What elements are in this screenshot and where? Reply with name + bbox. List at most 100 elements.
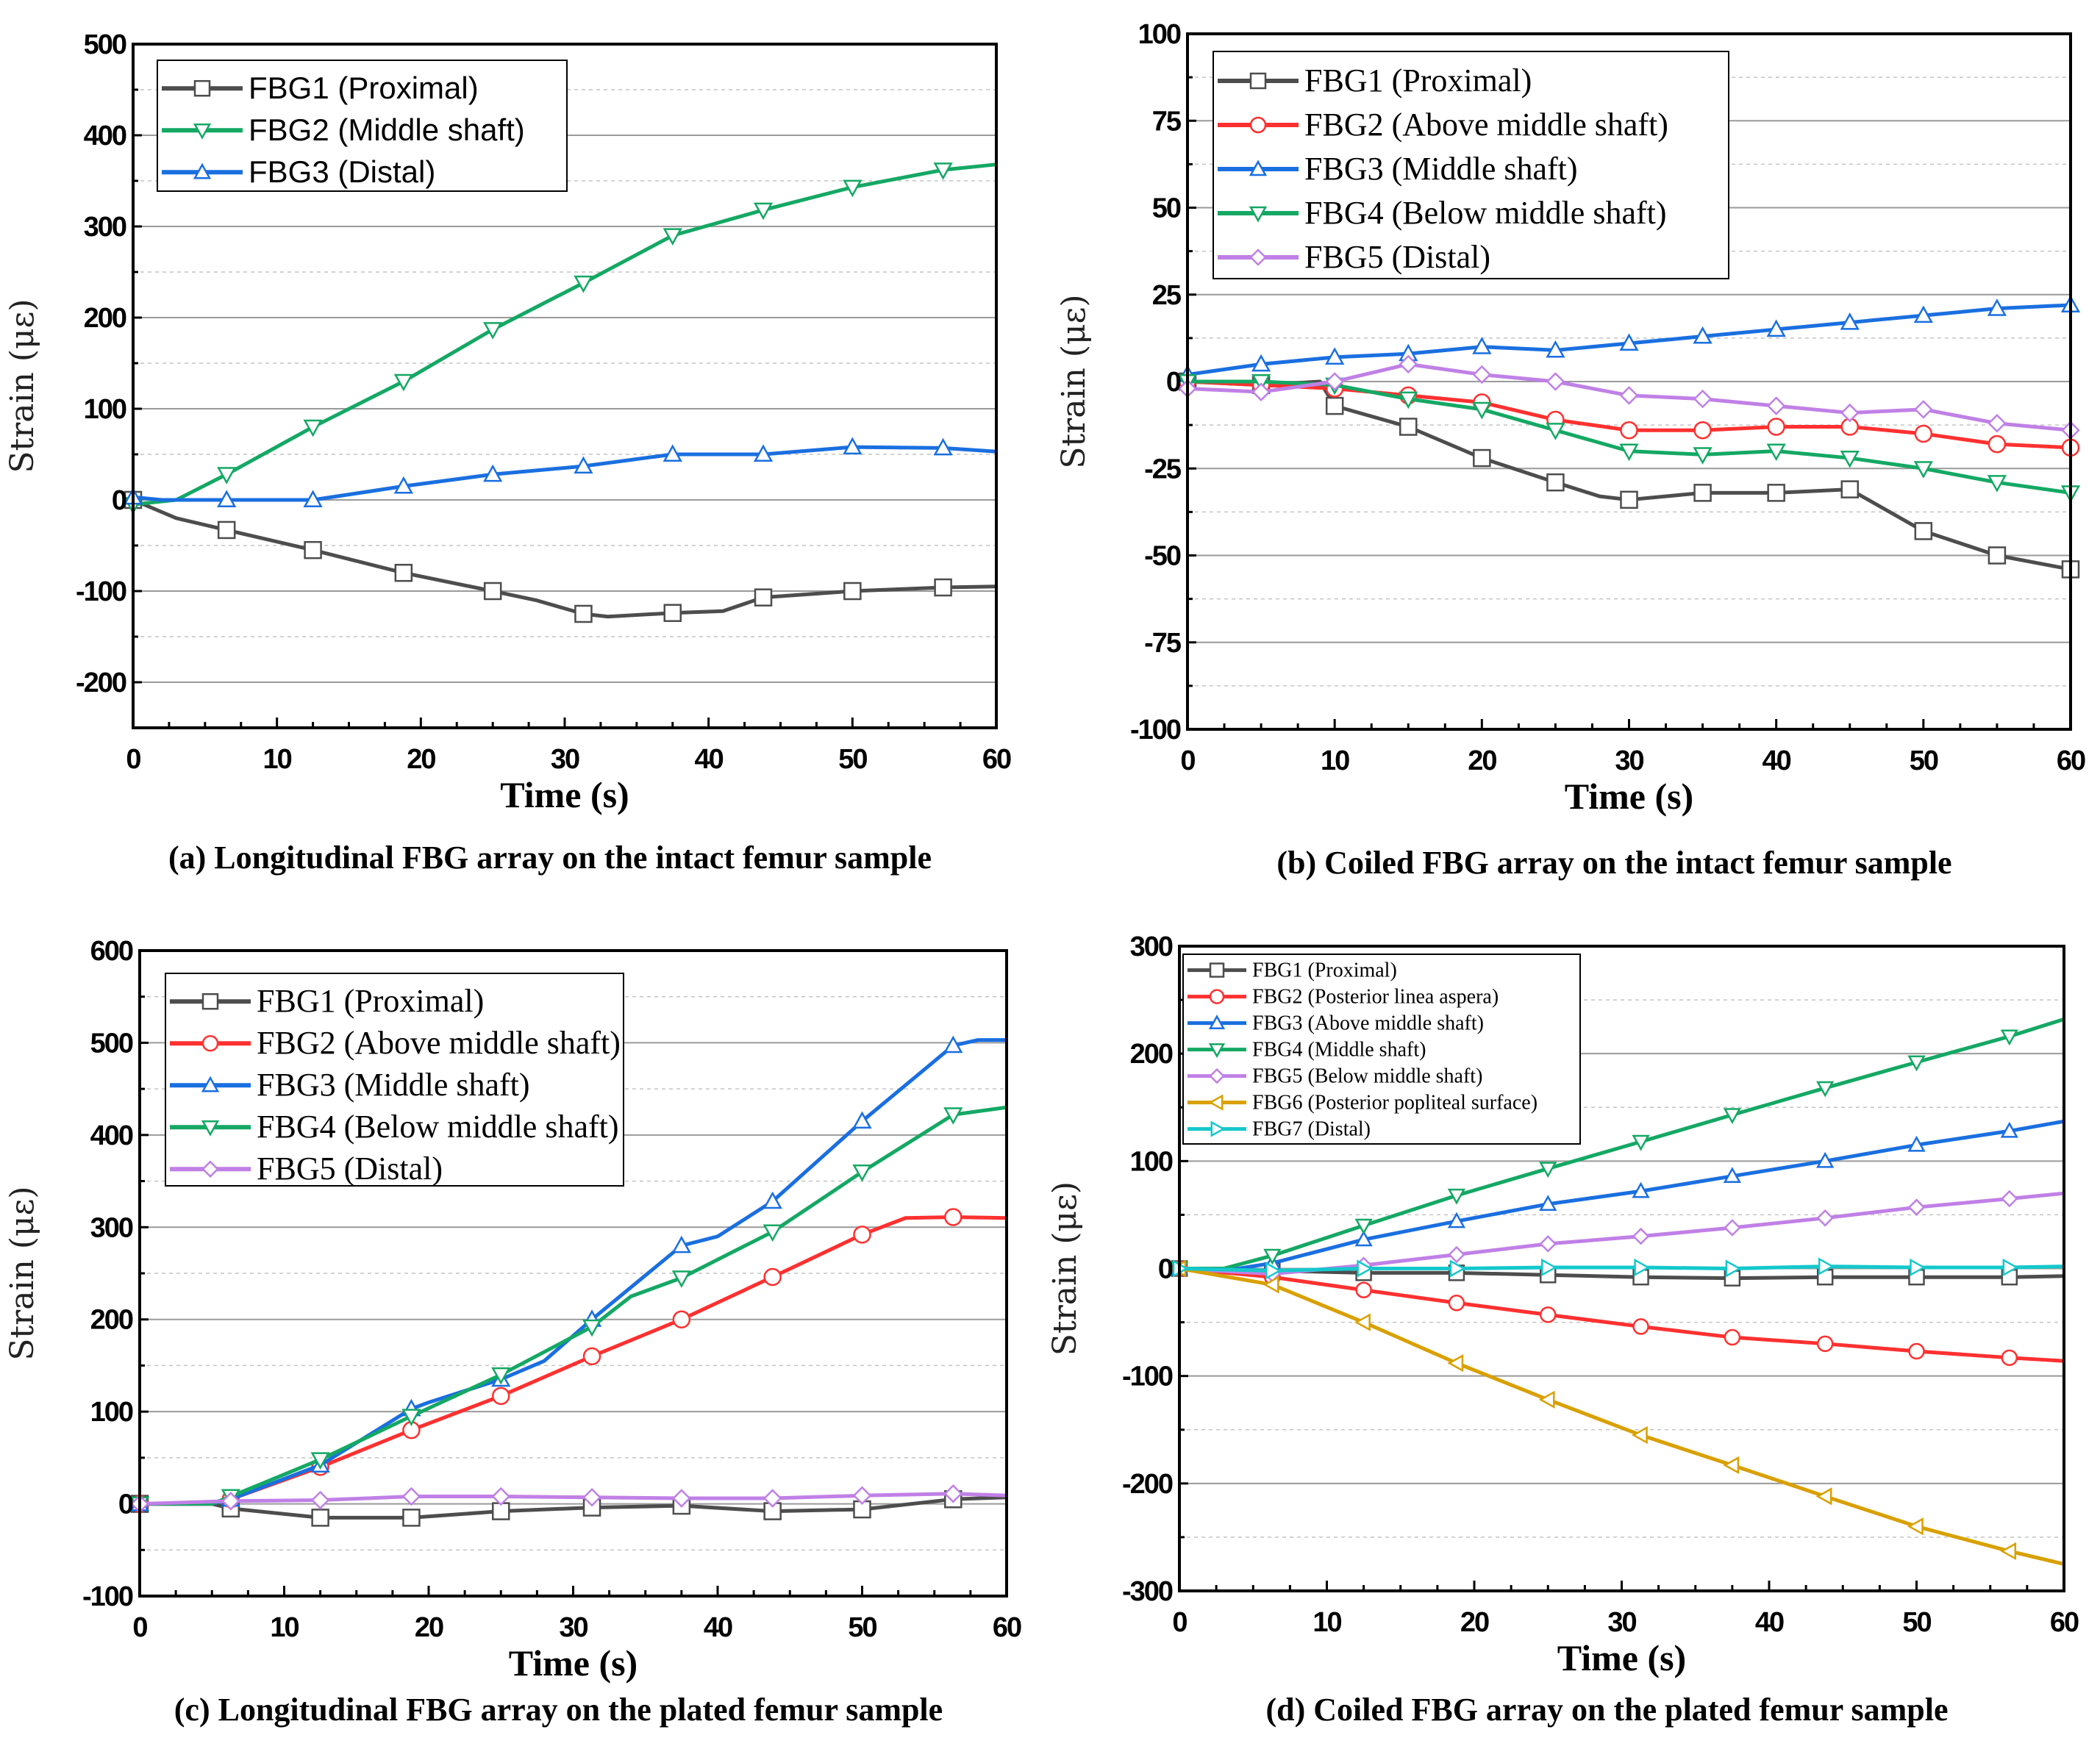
data-point-marker xyxy=(1619,386,1639,405)
series-fbg5 xyxy=(1178,354,2080,440)
data-point-marker xyxy=(1620,421,1638,440)
legend: FBG1 (Proximal) FBG2 (Above middle shaft)… xyxy=(165,973,624,1187)
data-point-marker xyxy=(1619,443,1639,462)
data-point-marker xyxy=(1546,372,1565,391)
data-point-marker xyxy=(662,228,682,246)
legend-marker-icon xyxy=(1209,989,1225,1004)
x-tick-label: 60 xyxy=(2050,1607,2079,1638)
data-point-marker xyxy=(1251,373,1271,392)
data-point-marker xyxy=(1907,1055,1926,1072)
data-point-marker xyxy=(671,1235,691,1253)
data-point-marker xyxy=(1325,347,1345,365)
data-point-marker xyxy=(491,1487,511,1506)
legend-marker-icon xyxy=(1249,206,1268,223)
data-point-marker xyxy=(1913,461,1933,479)
data-point-marker xyxy=(762,1224,782,1242)
x-tick-label: 0 xyxy=(1172,1607,1187,1638)
data-point-marker xyxy=(1816,1335,1834,1353)
data-point-marker xyxy=(1723,1108,1741,1125)
series-fbg5 xyxy=(130,1484,1007,1514)
legend-label: FBG2 (Above middle shaft) xyxy=(257,1025,621,1061)
legend-label: FBG4 (Below middle shaft) xyxy=(1304,195,1667,231)
data-point-marker xyxy=(1914,400,1933,419)
y-tick-label: 25 xyxy=(1152,280,1182,311)
data-point-marker xyxy=(1987,475,2007,493)
data-point-marker xyxy=(1816,1209,1834,1227)
legend-item: FBG4 (Below middle shaft) xyxy=(170,1109,619,1145)
data-point-marker xyxy=(943,1035,963,1054)
legend-marker-icon xyxy=(193,162,212,179)
series-fbg1 xyxy=(124,490,997,623)
y-tick-label: 300 xyxy=(84,212,126,243)
plot-frame xyxy=(1186,32,2072,731)
data-point-marker xyxy=(221,1492,240,1511)
x-tick-label: 50 xyxy=(1902,1607,1931,1638)
data-point-marker xyxy=(1354,1313,1371,1331)
x-tick-label: 20 xyxy=(1460,1607,1489,1638)
legend-item: FBG2 (Posterior linea aspera) xyxy=(1188,986,1499,1009)
data-point-marker xyxy=(672,1489,691,1508)
x-tick-label: 40 xyxy=(704,1612,732,1643)
data-point-marker xyxy=(1540,1306,1557,1323)
data-point-marker xyxy=(753,444,774,462)
plot-frame xyxy=(138,949,1008,1598)
y-tick-label: -100 xyxy=(1130,715,1181,745)
data-point-marker xyxy=(1723,1456,1740,1475)
data-point-marker xyxy=(663,604,682,623)
legend-item: FBG4 (Middle shaft) xyxy=(1188,1039,1426,1062)
data-point-marker xyxy=(1546,340,1565,358)
plot-frame xyxy=(132,43,998,729)
legend-label: FBG3 (Above middle shaft) xyxy=(1252,1012,1484,1035)
data-point-marker xyxy=(401,1409,421,1426)
y-axis-title: Strain (με) xyxy=(1046,1181,1084,1356)
data-point-marker xyxy=(491,1367,511,1385)
data-point-marker xyxy=(1447,1212,1466,1228)
legend-item: FBG3 (Distal) xyxy=(162,154,435,189)
data-point-marker xyxy=(1907,1135,1926,1152)
data-point-marker xyxy=(1473,448,1491,468)
series-fbg2 xyxy=(123,162,997,515)
legend-marker-icon xyxy=(1208,1015,1226,1030)
x-tick-label: 30 xyxy=(559,1612,588,1643)
series-line xyxy=(1179,1017,2065,1270)
data-point-marker xyxy=(1354,1218,1373,1235)
data-point-marker xyxy=(1766,396,1786,415)
legend-label: FBG6 (Posterior popliteal surface) xyxy=(1252,1092,1538,1115)
y-axis-title: Strain (με) xyxy=(1055,294,1093,468)
y-tick-label: 300 xyxy=(90,1212,133,1243)
data-point-marker xyxy=(1693,484,1712,502)
y-tick-label: 100 xyxy=(84,394,126,425)
panel-caption: (d) Coiled FBG array on the plated femur… xyxy=(1265,1692,1948,1728)
series-fbg2 xyxy=(130,1208,1007,1513)
data-point-marker xyxy=(754,588,773,607)
data-point-marker xyxy=(1767,484,1785,502)
data-point-marker xyxy=(1632,1181,1650,1198)
legend-label: FBG3 (Middle shaft) xyxy=(257,1067,530,1103)
data-point-marker xyxy=(1263,1248,1282,1265)
data-point-marker xyxy=(394,563,413,582)
y-tick-label: 500 xyxy=(90,1028,133,1059)
data-point-marker xyxy=(483,464,503,482)
legend-box xyxy=(157,60,568,192)
data-point-marker xyxy=(483,582,502,601)
x-tick-label: 20 xyxy=(415,1612,443,1643)
y-axis-title: Strain (με) xyxy=(4,1186,41,1360)
legend-label: FBG1 (Proximal) xyxy=(1252,959,1397,982)
x-axis-title: Time (s) xyxy=(500,774,629,815)
data-point-marker xyxy=(1840,312,1860,330)
x-tick-label: 60 xyxy=(2057,745,2085,776)
x-tick-label: 40 xyxy=(1755,1607,1784,1638)
x-tick-label: 50 xyxy=(838,744,867,775)
data-point-marker xyxy=(672,1310,691,1328)
legend: FBG1 (Proximal) FBG2 (Middle shaft) FBG3 (… xyxy=(157,60,568,192)
panel-caption: (b) Coiled FBG array on the intact femur… xyxy=(1276,845,1951,881)
data-point-marker xyxy=(762,1489,782,1508)
series-fbg4 xyxy=(1170,1017,2065,1278)
y-tick-label: 75 xyxy=(1152,106,1182,137)
series-line xyxy=(132,162,997,507)
chart-panel-d: -300 -200 -100 0 100 200 300 0 10 20 30 40 50 60 Time … xyxy=(1046,931,2080,1728)
y-tick-label: 50 xyxy=(1152,193,1181,224)
data-point-marker xyxy=(853,1226,871,1244)
data-point-marker xyxy=(1619,333,1639,351)
